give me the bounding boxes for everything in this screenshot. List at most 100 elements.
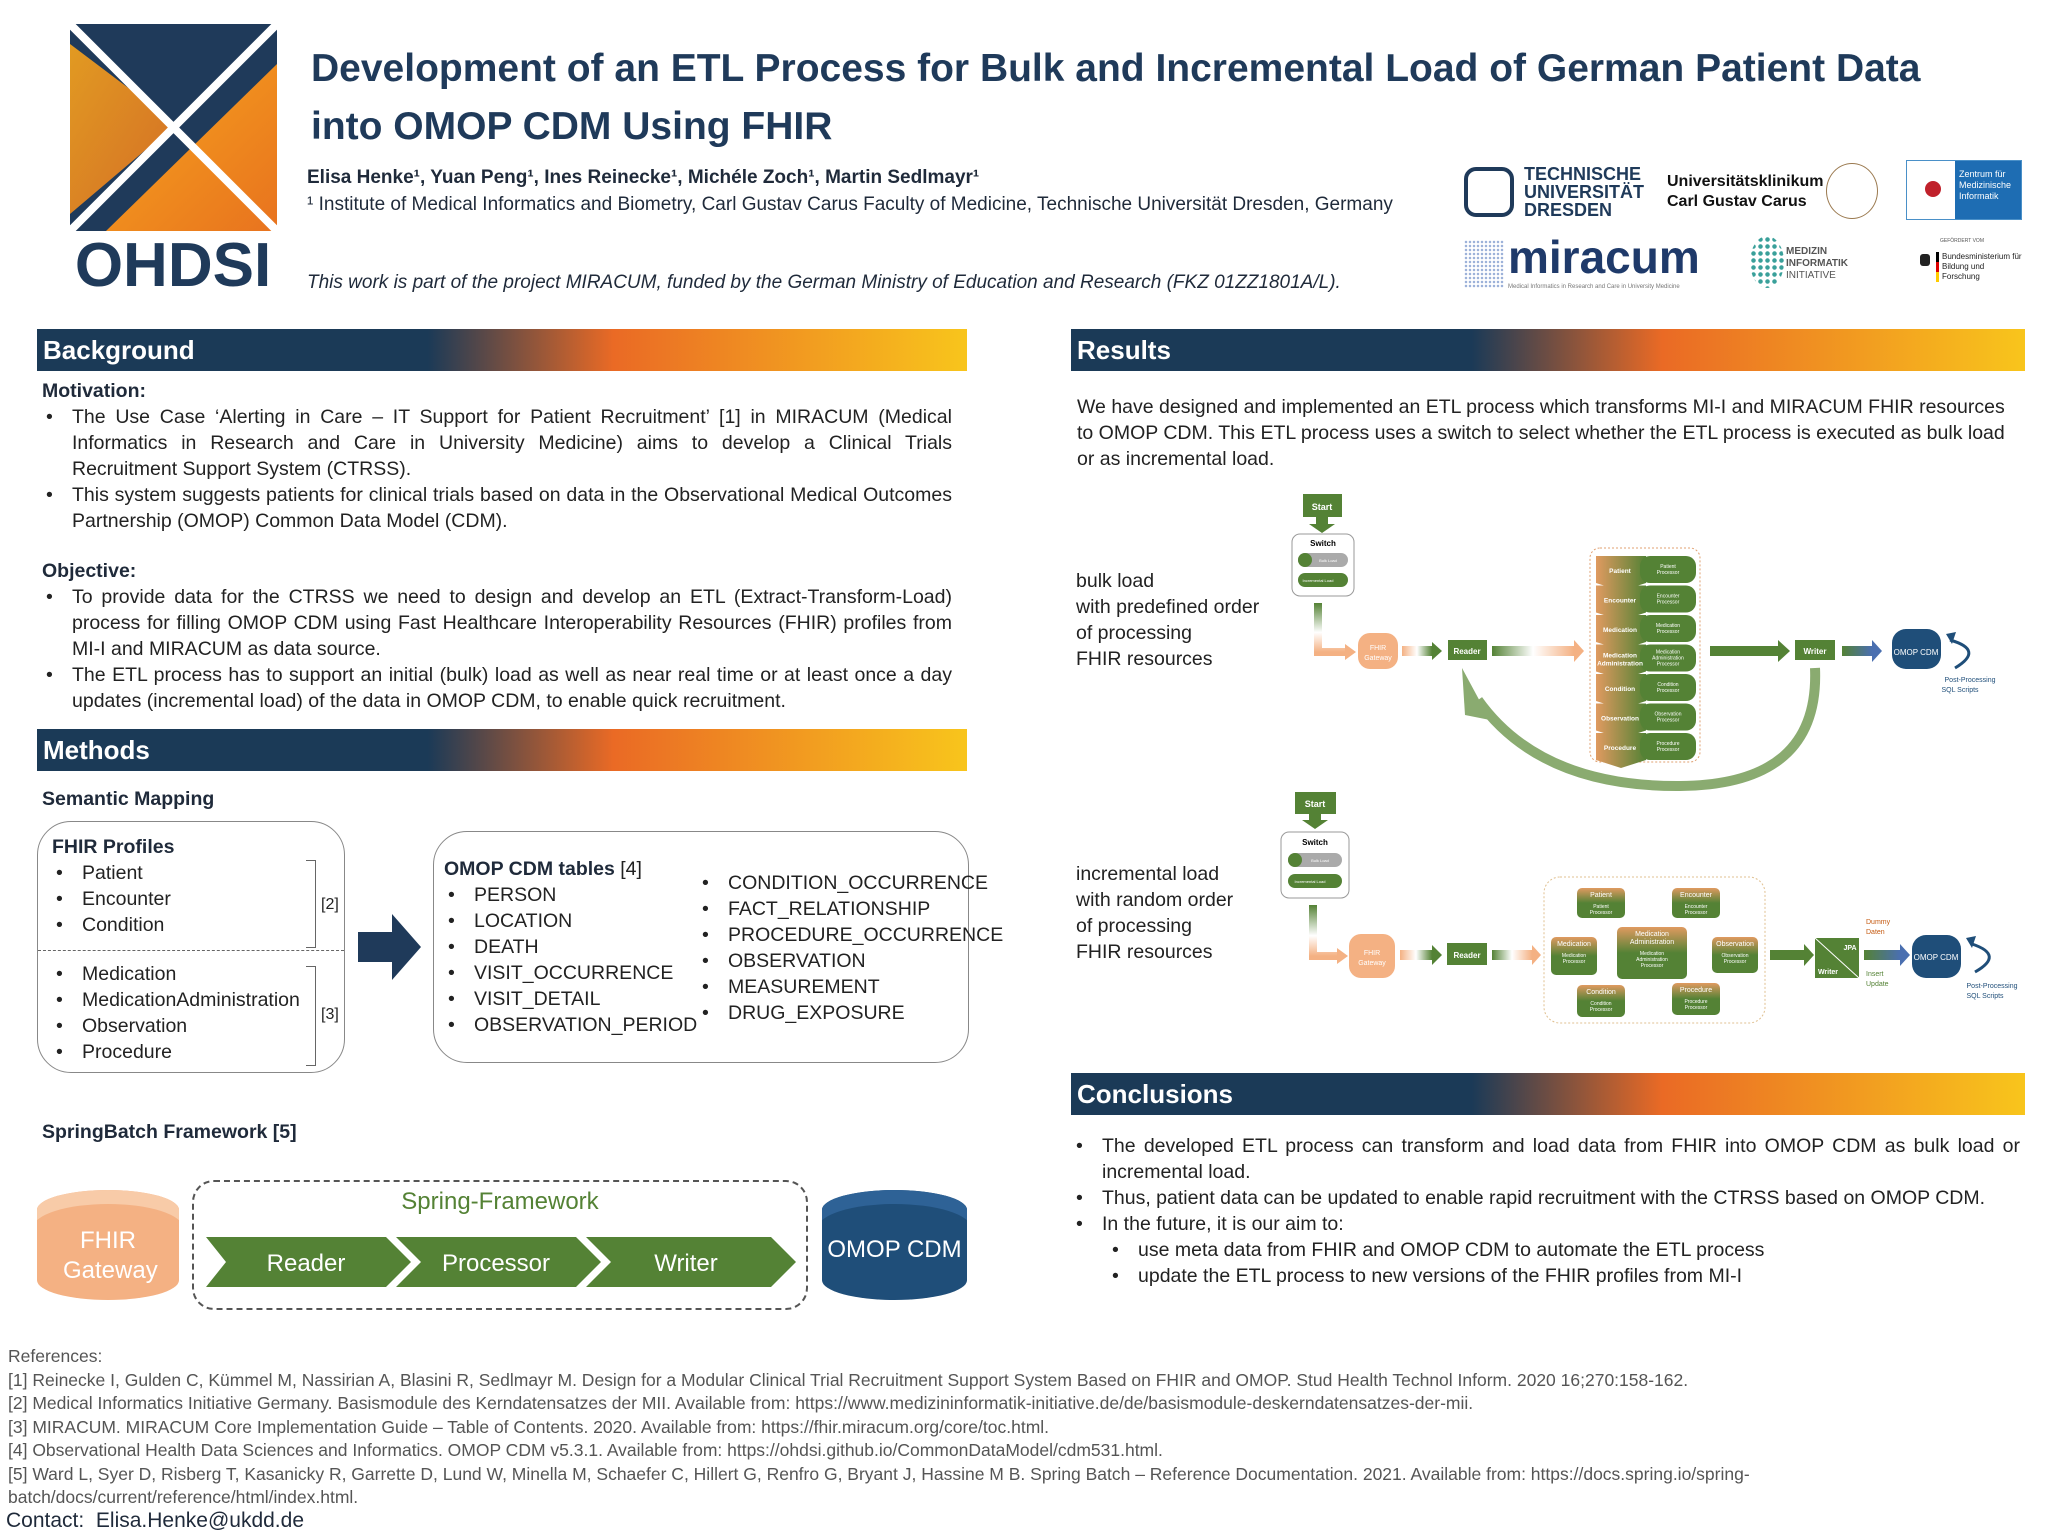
svg-text:Processor: Processor — [1657, 747, 1680, 753]
svg-text:Processor: Processor — [1685, 1005, 1708, 1011]
svg-text:Procedure: Procedure — [1680, 987, 1712, 994]
svg-text:Processor: Processor — [1657, 570, 1680, 576]
svg-text:JPA: JPA — [1843, 945, 1856, 952]
svg-text:Patient: Patient — [1593, 904, 1609, 910]
ukd-logo: Universitätsklinikum Carl Gustav Carus — [1667, 173, 1824, 210]
svg-text:Encounter: Encounter — [1685, 904, 1708, 910]
contact: Contact: Elisa.Henke@ukdd.de — [6, 1509, 304, 1532]
svg-text:Post-Processing: Post-Processing — [1967, 983, 2018, 990]
incremental-resource-box: MedicationAdministrationMedicationAdmini… — [1617, 927, 1687, 979]
incremental-load-diagram: Start Switch Bulk Load Incremental Load … — [1280, 792, 2018, 1024]
svg-text:Observation: Observation — [1655, 712, 1682, 718]
bullet: This system suggests patients for clinic… — [42, 482, 952, 534]
fhir-profiles-box: FHIR Profiles PatientEncounterCondition … — [37, 821, 345, 1073]
bulk-processor-column: PatientPatientProcessorEncounterEncounte… — [1596, 556, 1696, 768]
svg-text:Processor: Processor — [1590, 1007, 1613, 1013]
bmbf-logo: GEFÖRDERT VOM Bundesministerium für Bild… — [1916, 238, 2026, 298]
svg-text:Medication: Medication — [1562, 953, 1586, 959]
svg-text:Insert: Insert — [1866, 971, 1884, 978]
svg-text:Observation: Observation — [1716, 941, 1754, 948]
poster-title: Development of an ETL Process for Bulk a… — [311, 47, 1921, 148]
bullet: The Use Case ‘Alerting in Care – IT Supp… — [42, 404, 952, 482]
funding-note: This work is part of the project MIRACUM… — [307, 272, 1341, 293]
writer-step: Writer — [654, 1250, 718, 1277]
svg-text:Condition: Condition — [1586, 989, 1616, 996]
svg-text:Switch: Switch — [1302, 838, 1328, 847]
svg-text:Update: Update — [1866, 981, 1889, 988]
mii-logo: MEDIZIN INFORMATIK INITIATIVE — [1750, 234, 1860, 294]
results-heading: Results — [1071, 329, 2025, 371]
etl-diagrams: Start Switch Bulk Load Incremental Load … — [1280, 494, 2018, 1024]
svg-text:Condition: Condition — [1590, 1001, 1611, 1007]
svg-text:Bulk Load: Bulk Load — [1311, 858, 1329, 863]
svg-text:Medication: Medication — [1635, 931, 1669, 938]
svg-text:Patient: Patient — [1590, 892, 1612, 899]
fhir-gateway-cylinder: FHIR Gateway — [37, 1190, 179, 1300]
svg-text:Processor: Processor — [1657, 718, 1680, 724]
bulk-load-diagram: Start Switch Bulk Load Incremental Load … — [1291, 494, 1996, 792]
svg-text:Start: Start — [1312, 502, 1333, 512]
svg-text:Procedure: Procedure — [1604, 745, 1637, 752]
svg-text:Administration: Administration — [1630, 939, 1674, 946]
ohdsi-logo: OHDSI — [66, 21, 281, 300]
svg-text:Medication: Medication — [1603, 653, 1637, 660]
svg-text:Encounter: Encounter — [1680, 892, 1713, 899]
tud-logo: TECHNISCHE UNIVERSITÄT DRESDEN — [1464, 165, 1644, 221]
svg-text:Condition: Condition — [1605, 686, 1635, 693]
svg-text:Processor: Processor — [1563, 959, 1586, 965]
svg-text:Gateway: Gateway — [1358, 960, 1386, 967]
svg-text:Processor: Processor — [1657, 688, 1680, 694]
svg-text:Processor: Processor — [1657, 662, 1680, 668]
svg-text:Observation: Observation — [1722, 953, 1749, 959]
svg-text:Medication: Medication — [1603, 627, 1637, 634]
svg-text:Encounter: Encounter — [1604, 598, 1637, 605]
svg-text:Switch: Switch — [1310, 539, 1336, 548]
bulk-resource-row: MedicationAdministrationMedicationAdmini… — [1596, 644, 1696, 680]
svg-text:Encounter: Encounter — [1657, 594, 1680, 600]
miracum-logo: miracum Medical Informatics in Research … — [1464, 231, 1700, 292]
reader-step: Reader — [267, 1250, 346, 1277]
svg-text:Medication: Medication — [1557, 941, 1591, 948]
svg-text:Processor: Processor — [1685, 910, 1708, 916]
zmi-logo: Zentrum für Medizinische Informatik — [1906, 160, 2022, 220]
svg-text:Medication: Medication — [1656, 623, 1680, 629]
conclusions-heading: Conclusions — [1071, 1073, 2025, 1115]
svg-text:SQL Scripts: SQL Scripts — [1966, 993, 2004, 1000]
svg-text:Processor: Processor — [1657, 600, 1680, 606]
svg-text:Post-Processing: Post-Processing — [1945, 677, 1996, 684]
incremental-load-label: incremental load with random order of proc… — [1076, 863, 1234, 963]
svg-text:Medication: Medication — [1656, 650, 1680, 656]
background-heading: Background — [37, 329, 967, 371]
conclusions-section: The developed ETL process can transform … — [1072, 1133, 2020, 1289]
svg-text:OMOP CDM: OMOP CDM — [1914, 953, 1959, 962]
methods-heading: Methods — [37, 729, 967, 771]
svg-text:Processor: Processor — [1641, 963, 1664, 969]
bullet: To provide data for the CTRSS we need to… — [42, 584, 952, 662]
results-text: We have designed and implemented an ETL … — [1077, 396, 2005, 470]
processor-step: Processor — [442, 1250, 550, 1277]
omop-cdm-cylinder: OMOP CDM — [822, 1190, 967, 1300]
svg-text:Start: Start — [1305, 799, 1326, 809]
svg-text:Gateway: Gateway — [1364, 655, 1392, 662]
svg-text:Bulk Load: Bulk Load — [1319, 558, 1337, 563]
contact-email-link[interactable]: Elisa.Henke@ukdd.de — [95, 1509, 304, 1532]
svg-text:Condition: Condition — [1657, 682, 1678, 688]
svg-text:SQL Scripts: SQL Scripts — [1941, 687, 1979, 694]
semantic-mapping-label: Semantic Mapping — [42, 788, 215, 810]
svg-text:Incremental Load: Incremental Load — [1303, 578, 1334, 583]
spring-framework-box: Spring-Framework Reader Processor Writer — [192, 1180, 808, 1310]
svg-text:Observation: Observation — [1601, 716, 1639, 723]
svg-text:OHDSI: OHDSI — [75, 231, 271, 294]
svg-text:FHIR: FHIR — [1364, 950, 1380, 957]
incremental-processor-grid: PatientPatientProcessorEncounterEncounte… — [1551, 888, 1758, 1017]
svg-text:Patient: Patient — [1660, 564, 1676, 570]
